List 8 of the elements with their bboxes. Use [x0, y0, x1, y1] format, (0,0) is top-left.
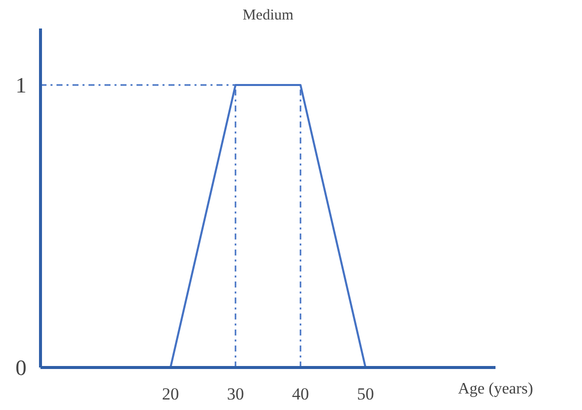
- y-tick-label: 1: [16, 72, 26, 98]
- x-tick-label: 40: [292, 384, 309, 404]
- x-tick-label: 20: [162, 384, 179, 404]
- x-axis-title: Age (years): [458, 380, 534, 398]
- y-tick-label: 0: [16, 355, 26, 380]
- chart-title: Medium: [242, 8, 294, 24]
- x-tick-label: 30: [227, 384, 244, 404]
- x-tick-label: 50: [357, 384, 374, 404]
